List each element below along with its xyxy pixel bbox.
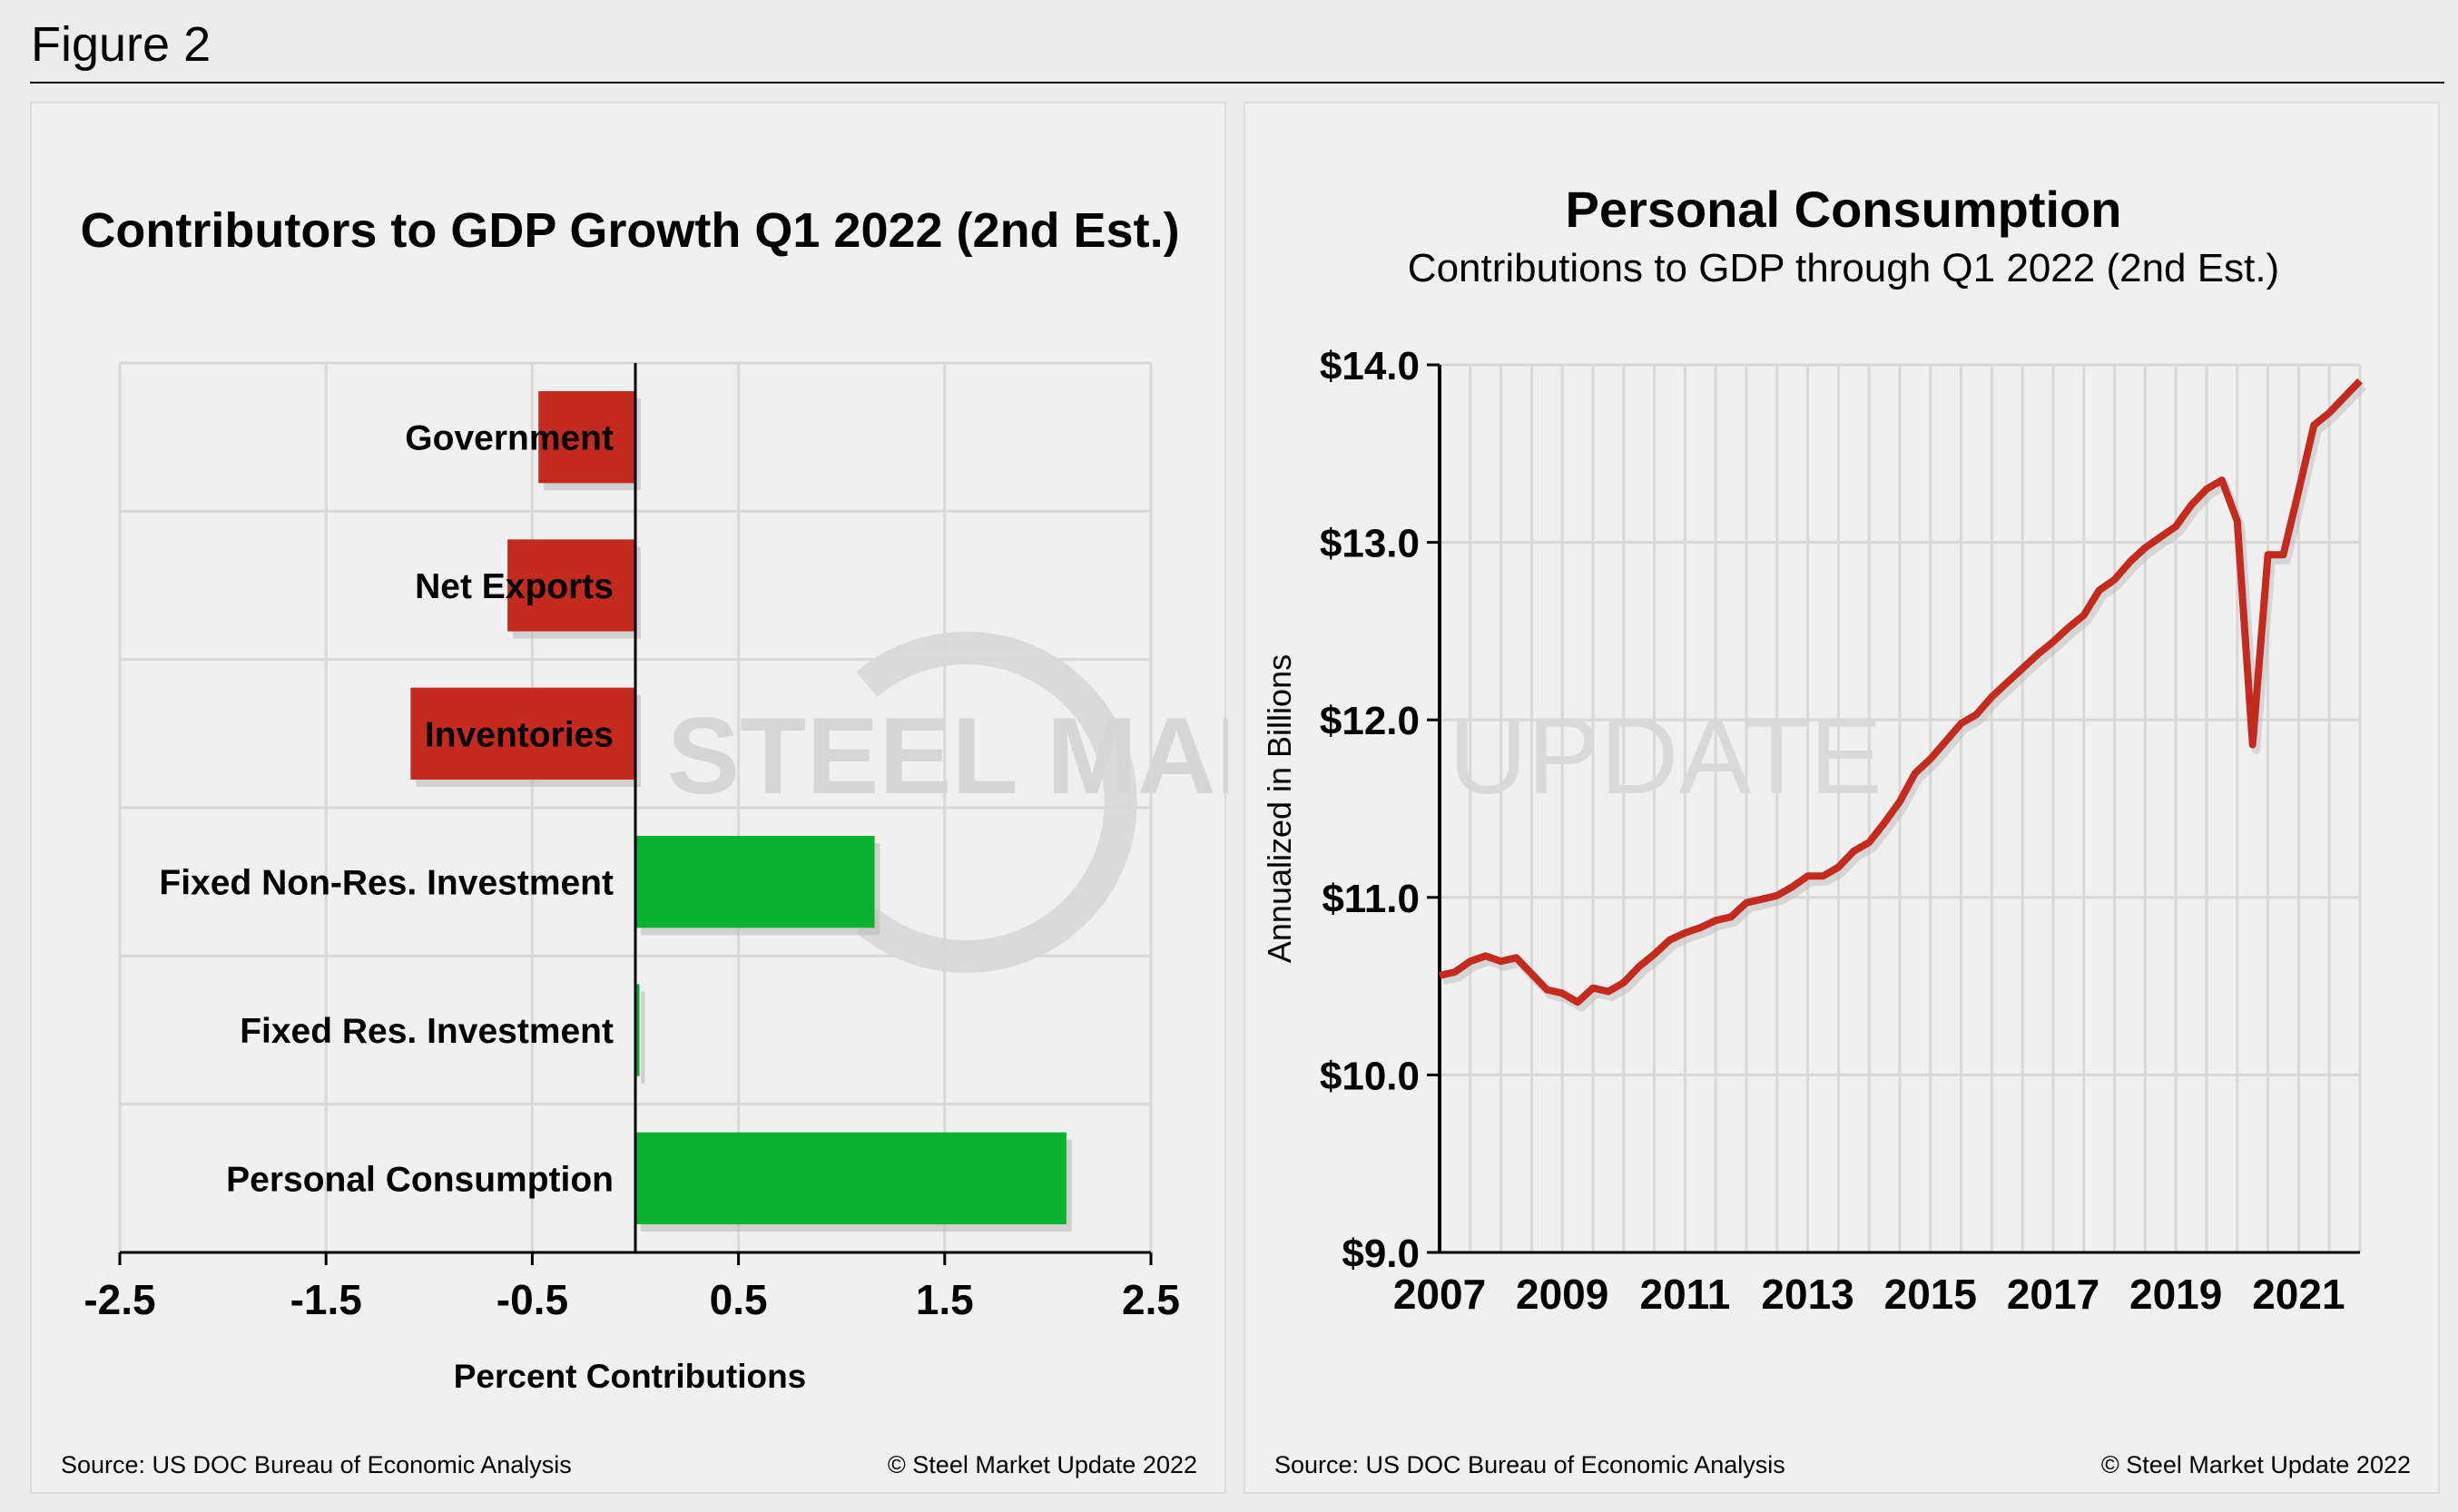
y-tick-label: $10.0 (1320, 1054, 1420, 1098)
x-tick-label: 2021 (2252, 1271, 2345, 1318)
x-tick-label: 2019 (2129, 1271, 2222, 1318)
x-tick-label: 2007 (1393, 1271, 1486, 1318)
bar-government (538, 391, 635, 484)
y-axis-label: Annualized in Billions (1261, 654, 1298, 963)
gdp-contributors-panel: Contributors to GDP Growth Q1 2022 (2nd … (30, 102, 1228, 1494)
y-tick-label: $14.0 (1320, 344, 1420, 388)
bar-personal-consumption (635, 1132, 1067, 1224)
x-tick-label: 2013 (1761, 1271, 1853, 1318)
x-tick-label: 2011 (1640, 1271, 1731, 1318)
bar-inventories (410, 687, 635, 780)
chart-title: Personal Consumption (1566, 181, 2122, 238)
x-tick-label: 0.5 (710, 1276, 768, 1323)
source-note: Source: US DOC Bureau of Economic Analys… (1274, 1451, 1785, 1478)
watermark-text: UPDATE (1449, 695, 1883, 817)
category-label: Fixed Res. Investment (240, 1012, 614, 1051)
personal-consumption-panel: Personal Consumption Contributions to GDP… (1244, 102, 2440, 1494)
figure-label: Figure 2 (31, 17, 211, 72)
y-tick-label: $9.0 (1342, 1232, 1420, 1276)
y-tick-label: $13.0 (1320, 522, 1420, 566)
bar-fixed-res-investment (635, 984, 640, 1076)
x-axis-label: Percent Contributions (454, 1358, 807, 1395)
series-shadow (1441, 383, 2367, 1012)
copyright-note: © Steel Market Update 2022 (887, 1451, 1197, 1478)
bar-net-exports (507, 539, 635, 632)
watermark-text: STEEL MARKET (667, 695, 1228, 817)
category-label: Net Exports (415, 567, 614, 606)
x-tick-label: -1.5 (290, 1276, 362, 1323)
category-label: Fixed Non-Res. Investment (159, 864, 614, 903)
source-note: Source: US DOC Bureau of Economic Analys… (61, 1451, 572, 1478)
x-tick-label: -0.5 (497, 1276, 568, 1323)
y-tick-label: $12.0 (1320, 699, 1420, 743)
x-tick-label: 2.5 (1122, 1276, 1180, 1323)
bar-chart: Contributors to GDP Growth Q1 2022 (2nd … (80, 203, 1228, 1395)
category-label: Inventories (425, 715, 614, 754)
bar-shadow (641, 991, 645, 1084)
line-chart: Personal Consumption Contributions to GDP… (1261, 181, 2367, 1318)
chart-title: Contributors to GDP Growth Q1 2022 (2nd … (80, 203, 1179, 258)
x-tick-label: 2009 (1516, 1271, 1608, 1318)
x-tick-label: 2015 (1884, 1271, 1977, 1318)
title-divider (30, 82, 2444, 83)
x-tick-label: -2.5 (84, 1276, 155, 1323)
x-tick-label: 2017 (2007, 1271, 2099, 1318)
category-label: Personal Consumption (226, 1160, 614, 1199)
category-label: Government (405, 419, 614, 458)
bar-fixed-non-res-investment (635, 836, 875, 928)
x-tick-label: 1.5 (916, 1276, 974, 1323)
copyright-note: © Steel Market Update 2022 (2100, 1451, 2411, 1478)
chart-subtitle: Contributions to GDP through Q1 2022 (2n… (1408, 246, 2279, 290)
y-tick-label: $11.0 (1322, 877, 1420, 921)
